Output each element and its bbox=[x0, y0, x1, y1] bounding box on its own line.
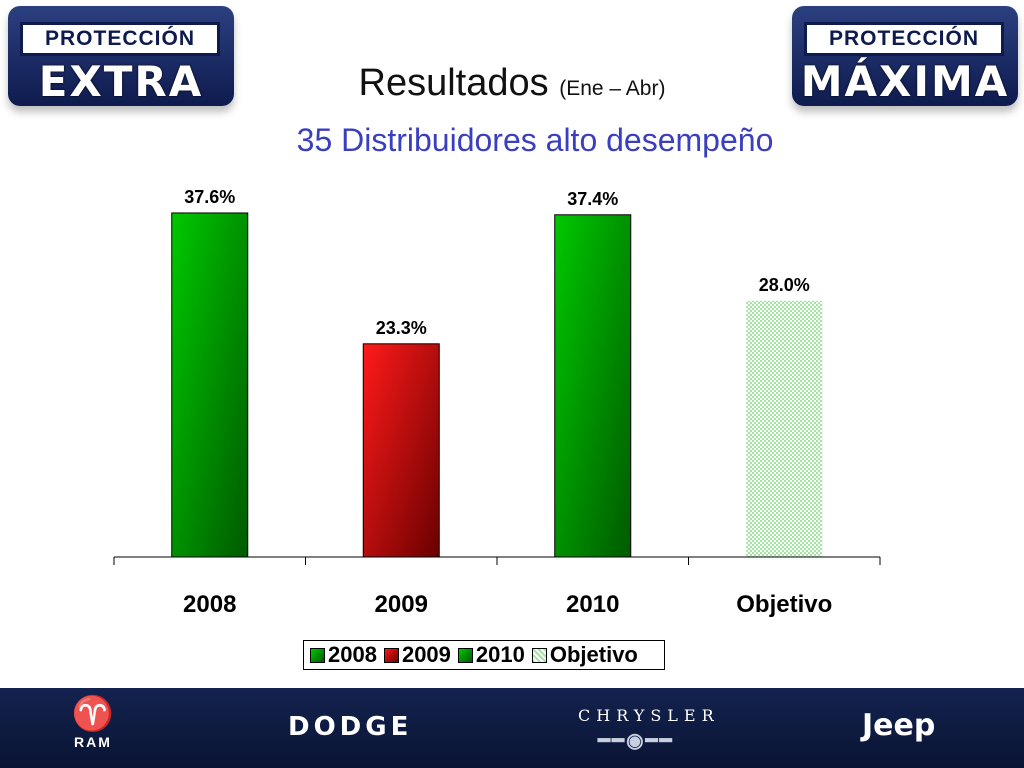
right-badge-line2: MÁXIMA bbox=[800, 57, 1010, 106]
legend-swatch bbox=[531, 647, 547, 663]
category-label-objetivo: Objetivo bbox=[736, 591, 832, 618]
bar-chart: 37.6% 23.3% 37.4% 28.0% 2008 2009 2010 Objetiv… bbox=[113, 187, 881, 618]
dodge-logo: DODGE bbox=[288, 712, 413, 742]
data-label-2010: 37.4% bbox=[567, 189, 618, 209]
proteccion-extra-logo: PROTECCIÓN EXTRA bbox=[8, 6, 234, 106]
data-label-objetivo: 28.0% bbox=[759, 275, 810, 295]
legend-item-2010: 2010 bbox=[457, 642, 525, 668]
slide-title: Resultados (Ene – Abr) bbox=[0, 62, 1024, 105]
left-badge-line2: EXTRA bbox=[38, 57, 204, 106]
category-label-2009: 2009 bbox=[375, 591, 428, 618]
left-badge-line1: PROTECCIÓN bbox=[20, 22, 220, 56]
legend-label: 2009 bbox=[401, 642, 451, 667]
legend-label: 2010 bbox=[475, 642, 525, 667]
data-label-2008: 37.6% bbox=[184, 187, 235, 207]
legend-item-objetivo: Objetivo bbox=[531, 642, 638, 668]
data-label-2009: 23.3% bbox=[376, 318, 427, 338]
chart-legend: 2008 2009 2010 Objetivo bbox=[303, 640, 665, 670]
bar-2010 bbox=[554, 214, 632, 558]
bar-2008 bbox=[171, 212, 249, 558]
title-main: Resultados bbox=[358, 62, 549, 104]
ram-logo: ♈ RAM bbox=[60, 694, 126, 750]
bar-2009 bbox=[362, 343, 440, 558]
right-badge-line1: PROTECCIÓN bbox=[804, 22, 1004, 56]
brand-footer: ♈ RAM DODGE CHRYSLER ━━◉━━ Jeep bbox=[0, 688, 1024, 768]
legend-item-2008: 2008 bbox=[310, 642, 377, 668]
legend-item-2009: 2009 bbox=[383, 642, 451, 668]
proteccion-maxima-logo: PROTECCIÓN MÁXIMA bbox=[792, 6, 1018, 106]
jeep-logo: Jeep bbox=[862, 708, 936, 743]
ram-logo-text: RAM bbox=[74, 734, 112, 750]
legend-label: Objetivo bbox=[549, 642, 638, 667]
legend-label: 2008 bbox=[328, 642, 377, 667]
category-label-2008: 2008 bbox=[183, 591, 236, 618]
bar-objetivo bbox=[746, 300, 823, 557]
category-label-2010: 2010 bbox=[566, 591, 619, 618]
ram-head-icon: ♈ bbox=[71, 695, 115, 733]
legend-swatch bbox=[457, 647, 473, 663]
legend-swatch bbox=[310, 647, 325, 663]
legend-swatch bbox=[383, 647, 399, 663]
chrysler-wing-icon: ━━◉━━ bbox=[598, 730, 674, 752]
slide-subtitle: 35 Distribuidores alto desempeño bbox=[296, 122, 774, 158]
chrysler-logo: CHRYSLER bbox=[578, 706, 720, 725]
title-suffix: (Ene – Abr) bbox=[559, 77, 666, 100]
